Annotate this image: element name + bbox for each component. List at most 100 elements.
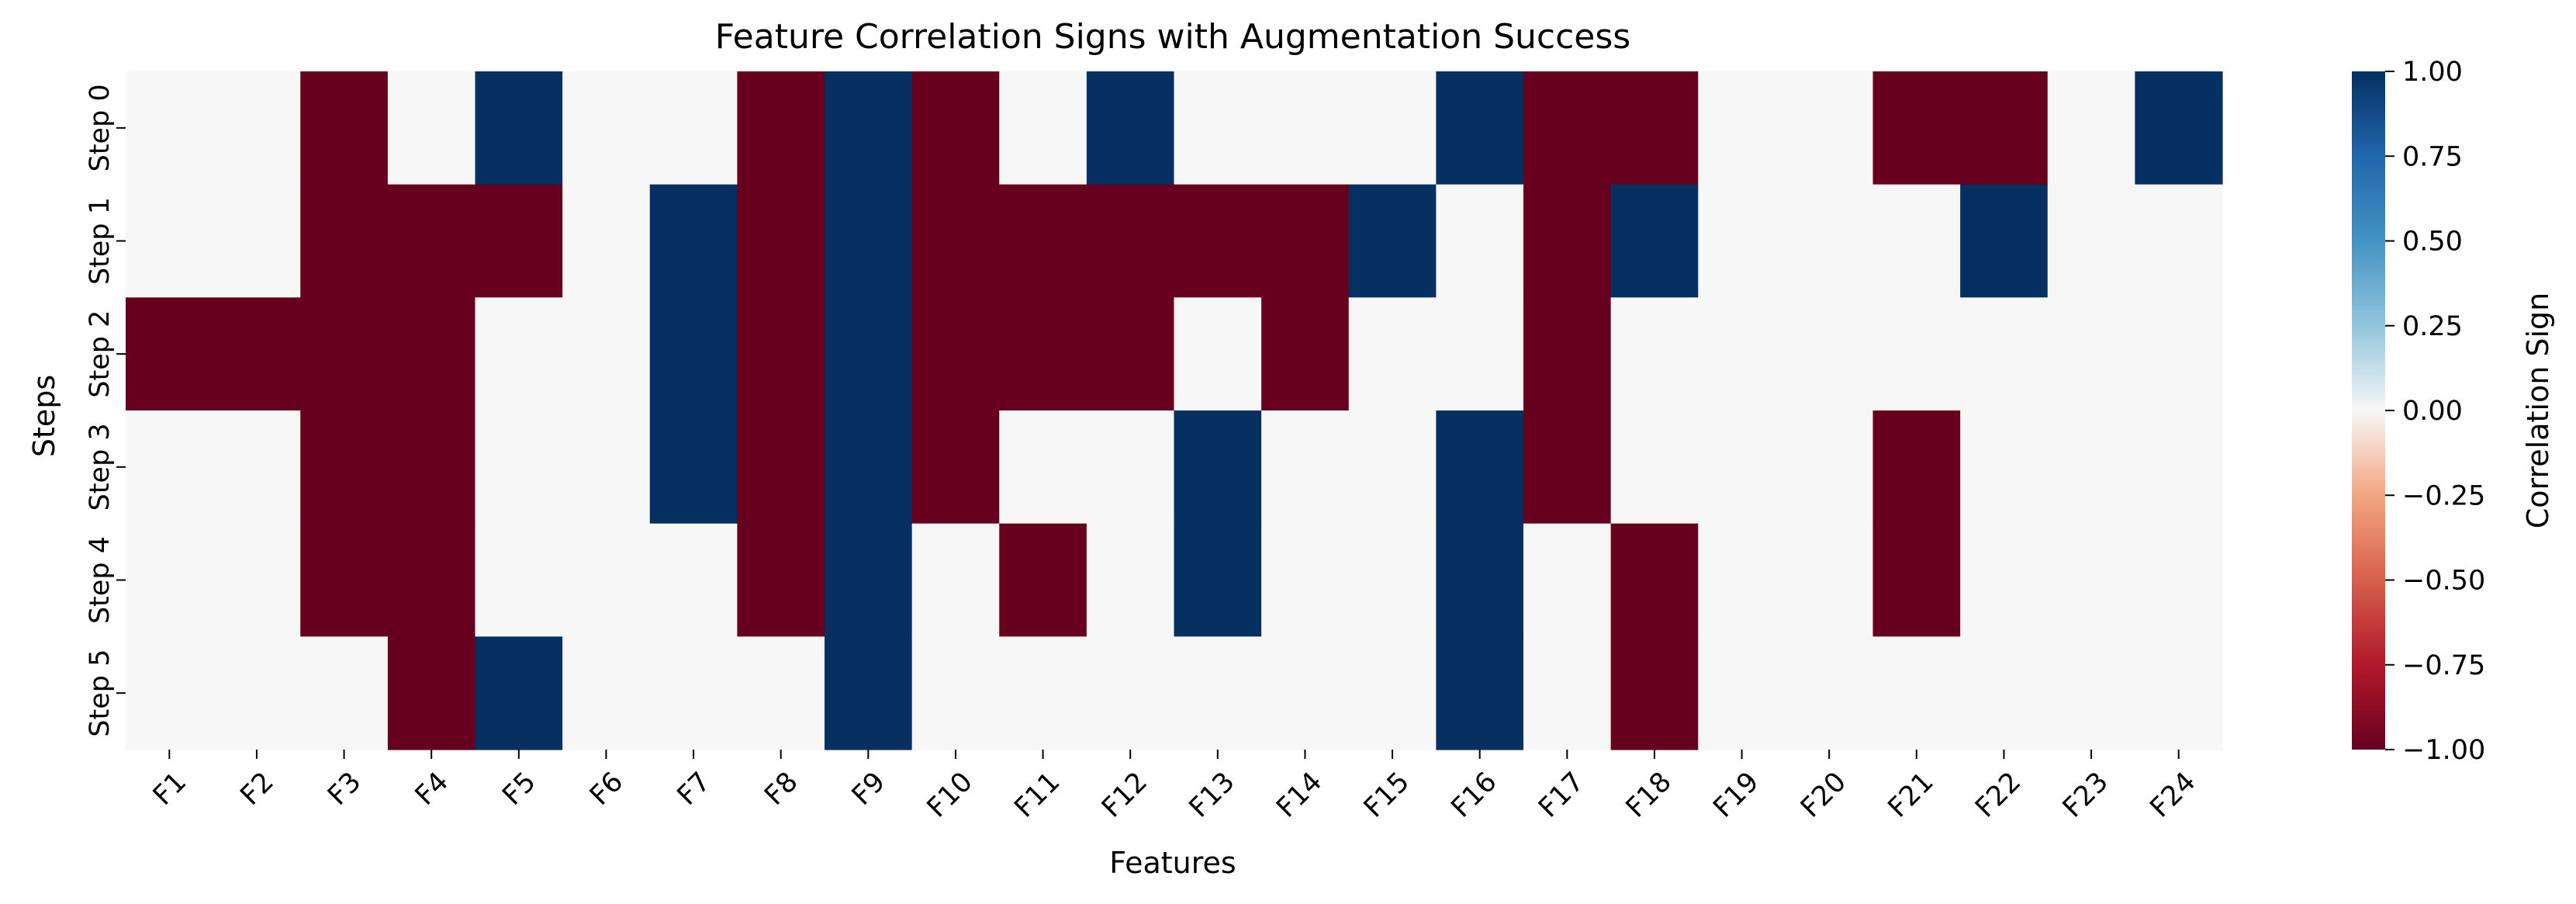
heatmap-cell-step-2-f21 xyxy=(1872,297,1961,411)
heatmap-cell-step-4-f7 xyxy=(649,523,738,637)
heatmap-cell-step-1-f24 xyxy=(2135,184,2223,298)
colorbar-tick-label: −0.75 xyxy=(2402,650,2485,681)
heatmap-cell-step-5-f10 xyxy=(911,636,1000,750)
heatmap-cell-step-5-f22 xyxy=(1960,636,2049,750)
heatmap-cell-step-5-f3 xyxy=(300,636,389,750)
heatmap-cell-step-4-f3 xyxy=(300,523,389,637)
heatmap-cell-step-3-f19 xyxy=(1698,410,1786,525)
heatmap-cell-step-1-f12 xyxy=(1086,184,1175,298)
heatmap-cell-step-5-f4 xyxy=(387,636,476,750)
heatmap-cell-step-2-f5 xyxy=(475,297,563,411)
heatmap-cell-step-0-f9 xyxy=(825,71,913,185)
heatmap-cell-step-1-f18 xyxy=(1610,184,1699,298)
heatmap-cell-step-1-f8 xyxy=(737,184,825,298)
x-tick-label: F18 xyxy=(1620,767,1678,824)
x-tick-label: F10 xyxy=(921,767,979,824)
heatmap-cell-step-2-f6 xyxy=(562,297,651,411)
y-tick-label: Step 4 xyxy=(85,536,116,624)
colorbar-axis: 1.00 0.75 0.50 0.25 0.00 −0.25 −0.50 −0.75 −1.00 xyxy=(2385,57,2485,766)
heatmap-cell-step-4-f21 xyxy=(1872,523,1961,637)
heatmap-cell-step-2-f16 xyxy=(1436,297,1524,411)
heatmap-cell-step-3-f18 xyxy=(1610,410,1699,525)
heatmap-cell-step-4-f17 xyxy=(1523,523,1612,637)
heatmap-cell-step-3-f14 xyxy=(1261,410,1350,525)
heatmap-cell-step-1-f14 xyxy=(1261,184,1350,298)
x-tick-label: F5 xyxy=(496,767,541,812)
heatmap-cell-step-4-f15 xyxy=(1348,523,1437,637)
heatmap-cell-step-4-f11 xyxy=(999,523,1087,637)
heatmap-cell-step-2-f12 xyxy=(1086,297,1175,411)
heatmap-cell-step-0-f2 xyxy=(213,71,301,185)
colorbar-tick-label: −1.00 xyxy=(2402,735,2485,766)
y-tick-label: Step 5 xyxy=(85,649,116,737)
heatmap-cell-step-5-f18 xyxy=(1610,636,1699,750)
y-axis-label: Steps xyxy=(27,375,61,457)
heatmap-cell-step-3-f2 xyxy=(213,410,301,525)
x-tick-label: F23 xyxy=(2057,767,2114,824)
heatmap-cell-step-0-f6 xyxy=(562,71,651,185)
heatmap-cell-step-2-f24 xyxy=(2135,297,2223,411)
heatmap-cell-step-4-f9 xyxy=(825,523,913,637)
heatmap-cell-step-4-f19 xyxy=(1698,523,1786,637)
heatmap-cell-step-5-f12 xyxy=(1086,636,1175,750)
heatmap-cell-step-1-f5 xyxy=(475,184,563,298)
heatmap-cell-step-3-f24 xyxy=(2135,410,2223,525)
heatmap-cell-step-0-f13 xyxy=(1174,71,1262,185)
x-tick-label: F4 xyxy=(410,767,455,812)
y-tick-label: Step 0 xyxy=(85,84,116,171)
heatmap-cell-step-5-f11 xyxy=(999,636,1087,750)
x-tick-label: F19 xyxy=(1707,767,1765,824)
heatmap-cell-step-4-f1 xyxy=(126,523,214,637)
x-tick-label: F16 xyxy=(1446,767,1503,824)
heatmap-cell-step-4-f22 xyxy=(1960,523,2049,637)
heatmap-cell-step-0-f8 xyxy=(737,71,825,185)
heatmap-cell-step-3-f12 xyxy=(1086,410,1175,525)
heatmap-cell-step-1-f1 xyxy=(126,184,214,298)
heatmap-cell-step-4-f5 xyxy=(475,523,563,637)
x-tick-label: F3 xyxy=(322,767,367,812)
heatmap-cell-step-5-f16 xyxy=(1436,636,1524,750)
heatmap-cell-step-2-f4 xyxy=(387,297,476,411)
x-tick-label: F22 xyxy=(1969,767,2027,824)
x-tick-label: F8 xyxy=(759,767,804,812)
heatmap-cell-step-2-f19 xyxy=(1698,297,1786,411)
x-tick-label: F12 xyxy=(1096,767,1153,824)
heatmap-cell-step-4-f24 xyxy=(2135,523,2223,637)
heatmap-cell-step-0-f3 xyxy=(300,71,389,185)
heatmap-cell-step-4-f16 xyxy=(1436,523,1524,637)
heatmap-cell-step-4-f6 xyxy=(562,523,651,637)
heatmap-cell-step-3-f13 xyxy=(1174,410,1262,525)
heatmap-cell-step-3-f20 xyxy=(1785,410,1874,525)
heatmap-cell-step-5-f5 xyxy=(475,636,563,750)
chart-title: Feature Correlation Signs with Augmentat… xyxy=(715,17,1630,57)
heatmap-cell-step-1-f22 xyxy=(1960,184,2049,298)
x-tick-label: F15 xyxy=(1358,767,1416,824)
heatmap-cell-step-1-f15 xyxy=(1348,184,1437,298)
heatmap-cell-step-0-f14 xyxy=(1261,71,1350,185)
heatmap-cell-step-5-f21 xyxy=(1872,636,1961,750)
heatmap-cell-step-2-f3 xyxy=(300,297,389,411)
heatmap-cell-step-1-f19 xyxy=(1698,184,1786,298)
heatmap-cell-step-0-f15 xyxy=(1348,71,1437,185)
heatmap-cell-step-5-f14 xyxy=(1261,636,1350,750)
heatmap-cell-step-4-f10 xyxy=(911,523,1000,637)
heatmap-cell-step-3-f4 xyxy=(387,410,476,525)
heatmap-cell-step-3-f7 xyxy=(649,410,738,525)
heatmap-cell-step-0-f12 xyxy=(1086,71,1175,185)
heatmap-cell-step-2-f22 xyxy=(1960,297,2049,411)
y-tick-label: Step 1 xyxy=(85,197,116,285)
x-tick-label: F21 xyxy=(1883,767,1940,824)
heatmap-cell-step-0-f20 xyxy=(1785,71,1874,185)
heatmap-cell-step-3-f6 xyxy=(562,410,651,525)
heatmap-cell-step-3-f1 xyxy=(126,410,214,525)
heatmap-cell-step-0-f23 xyxy=(2047,71,2135,185)
heatmap-cell-step-3-f8 xyxy=(737,410,825,525)
x-tick-label: F9 xyxy=(846,767,891,812)
x-tick-label: F17 xyxy=(1533,767,1590,824)
heatmap-cell-step-5-f2 xyxy=(213,636,301,750)
heatmap-cell-step-2-f13 xyxy=(1174,297,1262,411)
heatmap-cell-step-1-f4 xyxy=(387,184,476,298)
heatmap-cell-step-1-f7 xyxy=(649,184,738,298)
colorbar-tick-label: 0.00 xyxy=(2402,396,2463,427)
heatmap-cell-step-4-f13 xyxy=(1174,523,1262,637)
